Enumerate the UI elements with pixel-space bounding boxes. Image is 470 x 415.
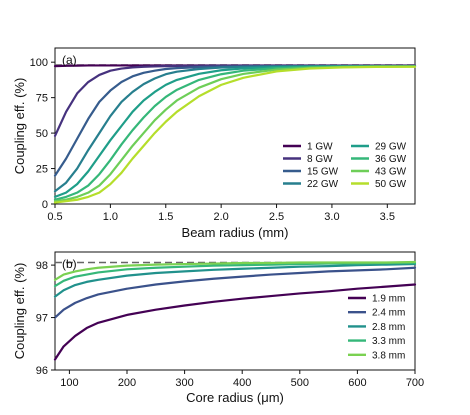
x-axis-label-b: Core radius (μm) [186, 390, 284, 405]
y-tick-label-a-3: 75 [36, 93, 48, 105]
legend-label-b-0: 1.9 mm [372, 294, 405, 305]
y-tick-label-b-2: 98 [36, 260, 48, 272]
panel-b: 100 200 300 400 500 600 700 96 97 98 (b) Core ra… [12, 251, 424, 405]
series-line-a-5 [53, 65, 417, 201]
x-tick-label-a-5: 3.0 [324, 211, 339, 223]
legend-label-a-2: 15 GW [307, 167, 339, 178]
legend-label-b-4: 3.8 mm [372, 350, 405, 361]
legend-label-b-2: 2.8 mm [372, 322, 405, 333]
series-line-a-4 [53, 65, 417, 199]
legend-label-a-3: 22 GW [307, 179, 339, 190]
series-line-b-0 [53, 283, 417, 361]
x-tick-label-b-4: 500 [291, 377, 309, 389]
x-tick-label-b-0: 100 [60, 377, 78, 389]
series-line-a-3 [53, 65, 417, 193]
x-tick-label-b-2: 300 [175, 377, 193, 389]
series-line-a-7 [53, 65, 417, 204]
y-tick-label-a-2: 50 [36, 128, 48, 140]
x-tick-label-b-5: 600 [348, 377, 366, 389]
x-axis-label-a: Beam radius (mm) [182, 225, 289, 240]
legend-label-a-1: 8 GW [307, 154, 333, 165]
series-line-b-4 [53, 260, 417, 281]
y-tick-label-b-0: 96 [36, 365, 48, 377]
y-axis-label-b: Coupling eff. (%) [12, 263, 27, 360]
y-axis-label-a: Coupling eff. (%) [12, 78, 27, 175]
series-group-a [53, 64, 417, 204]
series-line-b-2 [53, 262, 417, 298]
x-tick-label-a-4: 2.5 [269, 211, 284, 223]
y-tick-label-a-4: 100 [30, 57, 48, 69]
x-tick-label-a-6: 3.5 [380, 211, 395, 223]
plot-frame-b [54, 251, 416, 371]
legend-label-a-6: 43 GW [375, 167, 407, 178]
legend-label-b-1: 2.4 mm [372, 308, 405, 319]
x-tick-label-a-3: 2.0 [214, 211, 229, 223]
panel-label-a: (a) [62, 53, 77, 67]
series-line-b-1 [53, 266, 417, 319]
x-tick-label-a-1: 1.0 [103, 211, 118, 223]
y-ticks-a: 0 25 50 75 100 [30, 57, 55, 211]
x-tick-label-a-2: 1.5 [158, 211, 173, 223]
x-tick-label-a-0: 0.5 [47, 211, 62, 223]
y-ticks-b: 96 97 98 [36, 260, 55, 377]
series-line-a-6 [53, 65, 417, 203]
legend-label-a-4: 29 GW [375, 142, 407, 153]
y-tick-label-b-1: 97 [36, 313, 48, 325]
panel-label-b: (b) [62, 257, 77, 271]
x-tick-label-b-3: 400 [233, 377, 251, 389]
legend-label-a-0: 1 GW [307, 142, 333, 153]
x-tick-label-b-6: 700 [406, 377, 424, 389]
plot-frame-a [54, 47, 416, 205]
legend-label-a-5: 36 GW [375, 154, 407, 165]
y-tick-label-a-1: 25 [36, 164, 48, 176]
y-tick-label-a-0: 0 [42, 199, 48, 211]
legend-label-a-7: 50 GW [375, 179, 407, 190]
legend-label-b-3: 3.3 mm [372, 336, 405, 347]
x-tick-label-b-1: 200 [118, 377, 136, 389]
series-group-b [53, 260, 417, 361]
x-ticks-a: 0.5 1.0 1.5 2.0 2.5 3.0 3.5 [47, 204, 395, 223]
legend-b: 1.9 mm 2.4 mm 2.8 mm 3.3 mm 3.8 mm [348, 294, 405, 361]
panel-a: 0.5 1.0 1.5 2.0 2.5 3.0 3.5 0 25 50 75 100 (a) Bea… [12, 47, 417, 240]
x-ticks-b: 100 200 300 400 500 600 700 [60, 370, 424, 389]
